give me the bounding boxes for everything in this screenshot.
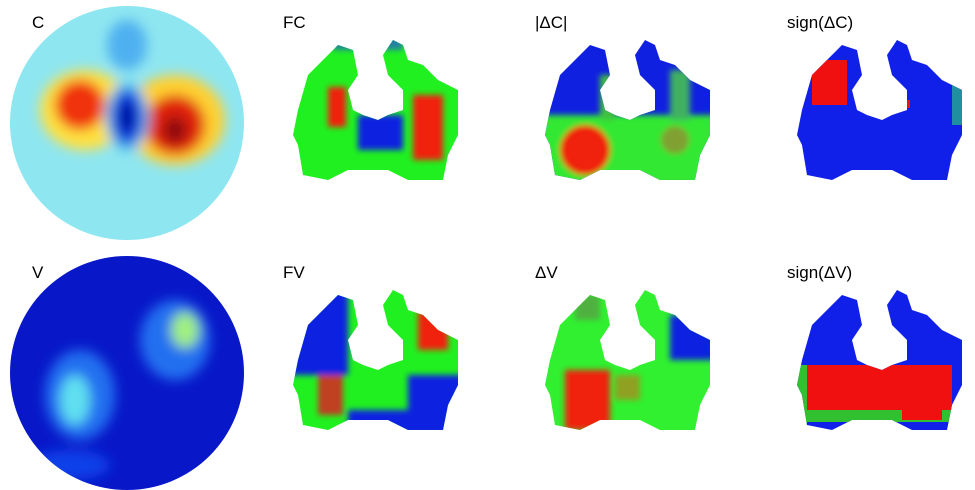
panel-label: FV bbox=[283, 263, 305, 282]
panel-label: FC bbox=[283, 13, 306, 32]
panel-dc-image bbox=[540, 35, 715, 185]
panel-sdc-image bbox=[792, 35, 967, 185]
panel-label: ΔV bbox=[535, 263, 558, 282]
panel-v-image bbox=[10, 255, 244, 490]
figure: C FC |ΔC| sign(ΔC) V FV ΔV sign(ΔV) bbox=[0, 0, 975, 490]
panel-label: sign(ΔV) bbox=[787, 263, 852, 282]
panel-sdv-image bbox=[792, 285, 967, 435]
panel-dv-image bbox=[540, 285, 715, 435]
panel-fv-image bbox=[288, 285, 463, 435]
panel-label: C bbox=[32, 13, 44, 32]
panel-c-image bbox=[10, 5, 244, 241]
panel-label: V bbox=[32, 263, 44, 282]
panel-fc-image bbox=[288, 35, 463, 185]
panel-label: sign(ΔC) bbox=[787, 13, 853, 32]
panel-label: |ΔC| bbox=[535, 13, 567, 32]
